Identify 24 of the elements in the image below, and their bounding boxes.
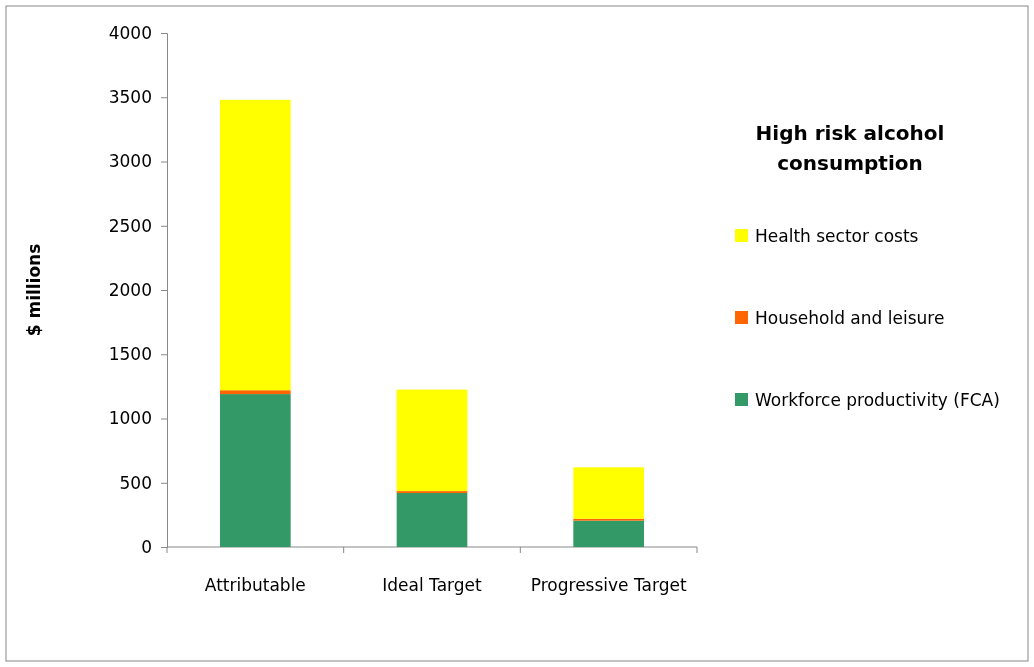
bar xyxy=(220,390,291,395)
legend-label: Health sector costs xyxy=(755,226,919,246)
bar xyxy=(396,389,468,492)
y-tick-label: 2500 xyxy=(108,215,152,236)
bar xyxy=(396,493,468,547)
x-tick-label: Ideal Target xyxy=(382,575,483,595)
y-tick-label: 1500 xyxy=(108,344,152,365)
bar xyxy=(220,394,291,547)
y-axis-title: $ millions xyxy=(24,243,44,337)
x-tick-label: Attributable xyxy=(204,575,306,595)
bar xyxy=(573,467,644,519)
y-tick-label: 3500 xyxy=(108,87,152,108)
bar xyxy=(220,99,291,391)
bar xyxy=(573,520,644,547)
x-tick-label: Progressive Target xyxy=(530,575,687,595)
y-tick-label: 2000 xyxy=(108,279,152,300)
legend-title: High risk alcohol consumption xyxy=(755,121,945,175)
y-tick-label: 1000 xyxy=(108,408,152,429)
y-tick-label: 3000 xyxy=(108,151,152,172)
legend-label: Workforce productivity (FCA) xyxy=(755,390,1000,410)
y-tick-label: 0 xyxy=(141,536,152,557)
y-tick-label: 4000 xyxy=(108,22,152,43)
legend-label: Household and leisure xyxy=(755,308,945,328)
y-tick-label: 500 xyxy=(119,472,152,493)
